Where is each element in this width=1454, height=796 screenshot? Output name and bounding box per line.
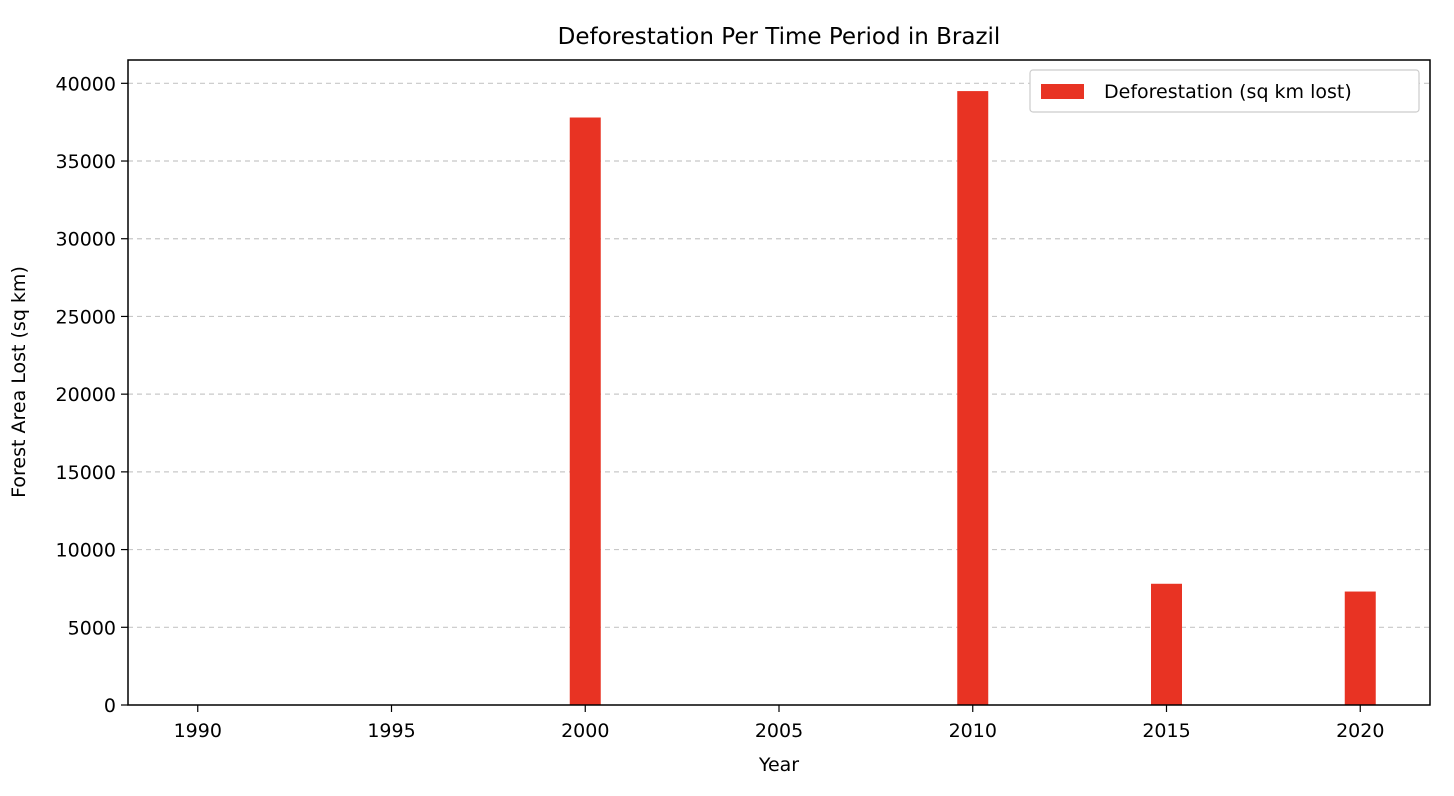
x-tick-label: 2020 bbox=[1336, 720, 1384, 742]
x-axis-label: Year bbox=[758, 754, 799, 776]
y-axis-label: Forest Area Lost (sq km) bbox=[8, 266, 30, 498]
bar-2015 bbox=[1151, 583, 1182, 705]
y-tick-label: 10000 bbox=[56, 540, 116, 562]
y-tick-label: 15000 bbox=[56, 462, 116, 484]
y-tick-label: 40000 bbox=[56, 73, 116, 95]
x-tick-label: 2015 bbox=[1142, 720, 1190, 742]
y-tick-label: 30000 bbox=[56, 229, 116, 251]
x-axis: 1990 1995 2000 2005 2010 2015 2020 bbox=[174, 705, 1384, 742]
legend-swatch bbox=[1041, 84, 1084, 99]
y-tick-label: 5000 bbox=[68, 617, 116, 639]
gridlines bbox=[128, 82, 1430, 628]
y-tick-label: 0 bbox=[104, 695, 116, 717]
y-tick-label: 35000 bbox=[56, 151, 116, 173]
bar-2010 bbox=[957, 91, 989, 705]
legend: Deforestation (sq km lost) bbox=[1029, 69, 1420, 113]
legend-frame bbox=[1029, 69, 1420, 113]
y-tick-label: 20000 bbox=[56, 384, 116, 406]
x-tick-label: 2000 bbox=[561, 720, 609, 742]
y-axis: 0 5000 10000 15000 20000 25000 30000 35000 40000 bbox=[56, 73, 128, 717]
bars bbox=[569, 91, 1376, 705]
legend-label: Deforestation (sq km lost) bbox=[1104, 81, 1352, 103]
x-tick-label: 1990 bbox=[174, 720, 222, 742]
x-tick-label: 2005 bbox=[755, 720, 803, 742]
y-tick-label: 25000 bbox=[56, 306, 116, 328]
x-tick-label: 1995 bbox=[367, 720, 415, 742]
bar-2000 bbox=[569, 117, 601, 705]
bar-2020 bbox=[1344, 591, 1376, 705]
chart-title: Deforestation Per Time Period in Brazil bbox=[558, 24, 1001, 50]
x-tick-label: 2010 bbox=[949, 720, 997, 742]
